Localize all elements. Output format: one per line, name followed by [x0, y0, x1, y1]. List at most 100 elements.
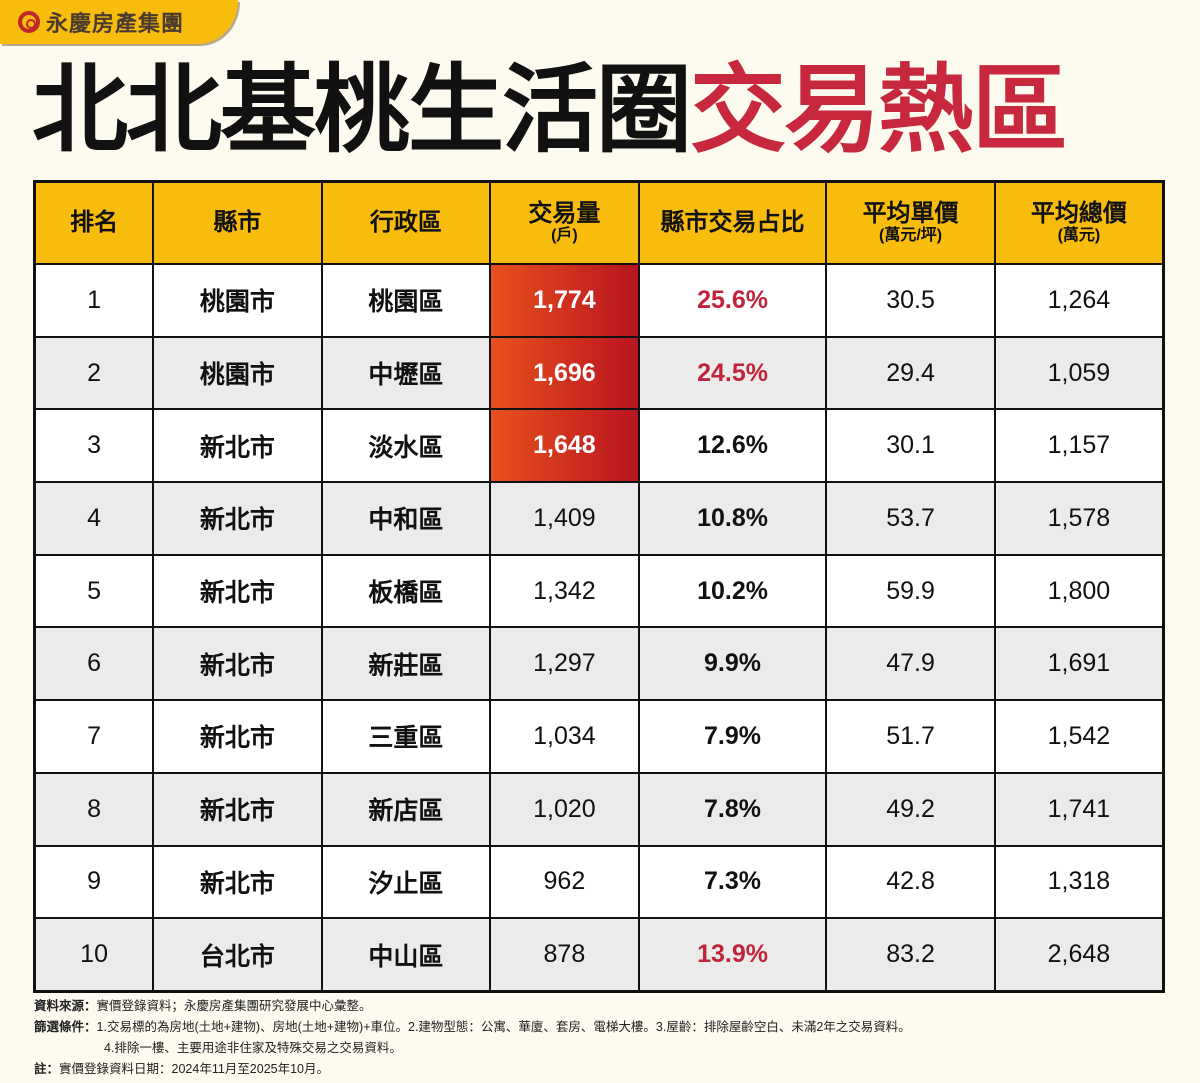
cell-volume: 1,409 — [489, 481, 640, 556]
table-row: 3 新北市 淡水區 1,648 12.6% 30.1 1,157 — [33, 408, 1165, 484]
logo-text: 永慶房產集團 — [46, 11, 185, 36]
filter-note-2: 4.排除一樓、主要用途非住家及特殊交易之交易資料。 — [104, 1041, 402, 1055]
cell-city: 新北市 — [152, 771, 323, 847]
cell-district: 中和區 — [320, 481, 492, 556]
cell-total-price: 1,542 — [993, 699, 1165, 774]
source-label: 資料來源： — [34, 999, 97, 1013]
cell-total-price: 1,578 — [993, 481, 1165, 556]
cell-city: 新北市 — [152, 626, 323, 702]
title-part2: 交易熱區 — [690, 57, 1068, 164]
cell-unit-price: 29.4 — [825, 335, 996, 411]
column-header-unit: (萬元) — [1057, 227, 1101, 244]
cell-unit-price: 30.5 — [825, 263, 996, 338]
cell-unit-price: 59.9 — [825, 553, 996, 629]
cell-district: 新莊區 — [320, 626, 492, 702]
column-header: 縣市交易占比 — [637, 180, 828, 265]
cell-total-price: 1,691 — [993, 626, 1165, 702]
cell-rank: 1 — [33, 263, 155, 338]
cell-district: 新店區 — [320, 771, 492, 847]
cell-city: 新北市 — [152, 553, 323, 629]
cell-share: 7.9% — [637, 699, 828, 774]
cell-volume: 962 — [489, 844, 640, 920]
table-row: 2 桃園市 中壢區 1,696 24.5% 29.4 1,059 — [33, 335, 1165, 411]
cell-city: 新北市 — [152, 408, 323, 484]
cell-district: 中山區 — [320, 917, 492, 993]
table-row: 9 新北市 汐止區 962 7.3% 42.8 1,318 — [33, 844, 1165, 920]
column-header: 縣市 — [152, 180, 323, 265]
cell-volume: 1,034 — [489, 699, 640, 774]
table-row: 10 台北市 中山區 878 13.9% 83.2 2,648 — [33, 917, 1165, 993]
column-header-label: 平均總價 — [1030, 200, 1127, 227]
column-header-label: 縣市交易占比 — [660, 209, 805, 236]
cell-city: 桃園市 — [152, 335, 323, 411]
cell-unit-price: 53.7 — [825, 481, 996, 556]
column-header: 平均單價 (萬元/坪) — [825, 180, 996, 265]
cell-unit-price: 83.2 — [825, 917, 996, 993]
filter-text-1: 1.交易標的為房地(土地+建物)、房地(土地+建物)+車位。2.建物型態：公寓、… — [96, 1020, 911, 1034]
cell-volume: 1,297 — [489, 626, 640, 702]
cell-volume: 1,774 — [489, 263, 640, 338]
page-title: 北北基桃生活圈交易熱區 — [32, 56, 1068, 166]
cell-total-price: 1,800 — [993, 553, 1165, 629]
cell-share: 25.6% — [637, 263, 828, 338]
table-header: 排名 縣市 行政區 交易量 (戶) 縣市交易占比 平均單價 (萬元/坪) 平均總價 (萬元) — [33, 180, 1165, 265]
column-header: 排名 — [33, 180, 155, 265]
column-header: 交易量 (戶) — [489, 180, 640, 265]
column-header-unit: (萬元/坪) — [879, 227, 943, 244]
cell-district: 桃園區 — [320, 263, 492, 338]
cell-total-price: 1,059 — [993, 335, 1165, 411]
table-row: 7 新北市 三重區 1,034 7.9% 51.7 1,542 — [33, 699, 1165, 774]
cell-city: 台北市 — [152, 917, 323, 993]
cell-unit-price: 30.1 — [825, 408, 996, 484]
column-header: 行政區 — [320, 180, 492, 265]
table-row: 6 新北市 新莊區 1,297 9.9% 47.9 1,691 — [33, 626, 1165, 702]
cell-rank: 8 — [33, 771, 155, 847]
cell-rank: 5 — [33, 553, 155, 629]
cell-total-price: 1,264 — [993, 263, 1165, 338]
cell-volume: 1,696 — [489, 335, 640, 411]
cell-city: 桃園市 — [152, 263, 323, 338]
cell-district: 三重區 — [320, 699, 492, 774]
logo-icon — [18, 11, 40, 33]
column-header-unit: (戶) — [551, 227, 578, 244]
cell-city: 新北市 — [152, 844, 323, 920]
column-header-label: 行政區 — [369, 209, 442, 236]
cell-district: 淡水區 — [320, 408, 492, 484]
column-header: 平均總價 (萬元) — [993, 180, 1165, 265]
cell-rank: 9 — [33, 844, 155, 920]
cell-share: 10.8% — [637, 481, 828, 556]
cell-rank: 6 — [33, 626, 155, 702]
brand-logo: 永慶房產集團 — [0, 0, 238, 44]
cell-share: 9.9% — [637, 626, 828, 702]
cell-district: 中壢區 — [320, 335, 492, 411]
cell-share: 7.3% — [637, 844, 828, 920]
cell-district: 汐止區 — [320, 844, 492, 920]
cell-volume: 1,020 — [489, 771, 640, 847]
cell-rank: 3 — [33, 408, 155, 484]
cell-total-price: 2,648 — [993, 917, 1165, 993]
note-text: 實價登錄資料日期：2024年11月至2025年10月。 — [59, 1062, 330, 1076]
cell-total-price: 1,318 — [993, 844, 1165, 920]
cell-unit-price: 49.2 — [825, 771, 996, 847]
column-header-label: 交易量 — [528, 200, 601, 227]
source-text: 實價登錄資料；永慶房產集團研究發展中心彙整。 — [96, 999, 372, 1013]
cell-volume: 1,648 — [489, 408, 640, 484]
date-note: 註：實價登錄資料日期：2024年11月至2025年10月。 — [34, 1059, 911, 1080]
cell-share: 24.5% — [637, 335, 828, 411]
source-note: 資料來源：實價登錄資料；永慶房產集團研究發展中心彙整。 — [34, 996, 911, 1017]
cell-total-price: 1,157 — [993, 408, 1165, 484]
cell-district: 板橋區 — [320, 553, 492, 629]
cell-rank: 10 — [33, 917, 155, 993]
cell-share: 10.2% — [637, 553, 828, 629]
cell-rank: 4 — [33, 481, 155, 556]
column-header-label: 排名 — [70, 209, 119, 236]
table-row: 5 新北市 板橋區 1,342 10.2% 59.9 1,800 — [33, 553, 1165, 629]
footnotes: 資料來源：實價登錄資料；永慶房產集團研究發展中心彙整。 篩選條件：1.交易標的為… — [34, 996, 911, 1080]
table-row: 1 桃園市 桃園區 1,774 25.6% 30.5 1,264 — [33, 263, 1165, 338]
cell-unit-price: 47.9 — [825, 626, 996, 702]
cell-total-price: 1,741 — [993, 771, 1165, 847]
cell-city: 新北市 — [152, 699, 323, 774]
table-row: 8 新北市 新店區 1,020 7.8% 49.2 1,741 — [33, 771, 1165, 847]
